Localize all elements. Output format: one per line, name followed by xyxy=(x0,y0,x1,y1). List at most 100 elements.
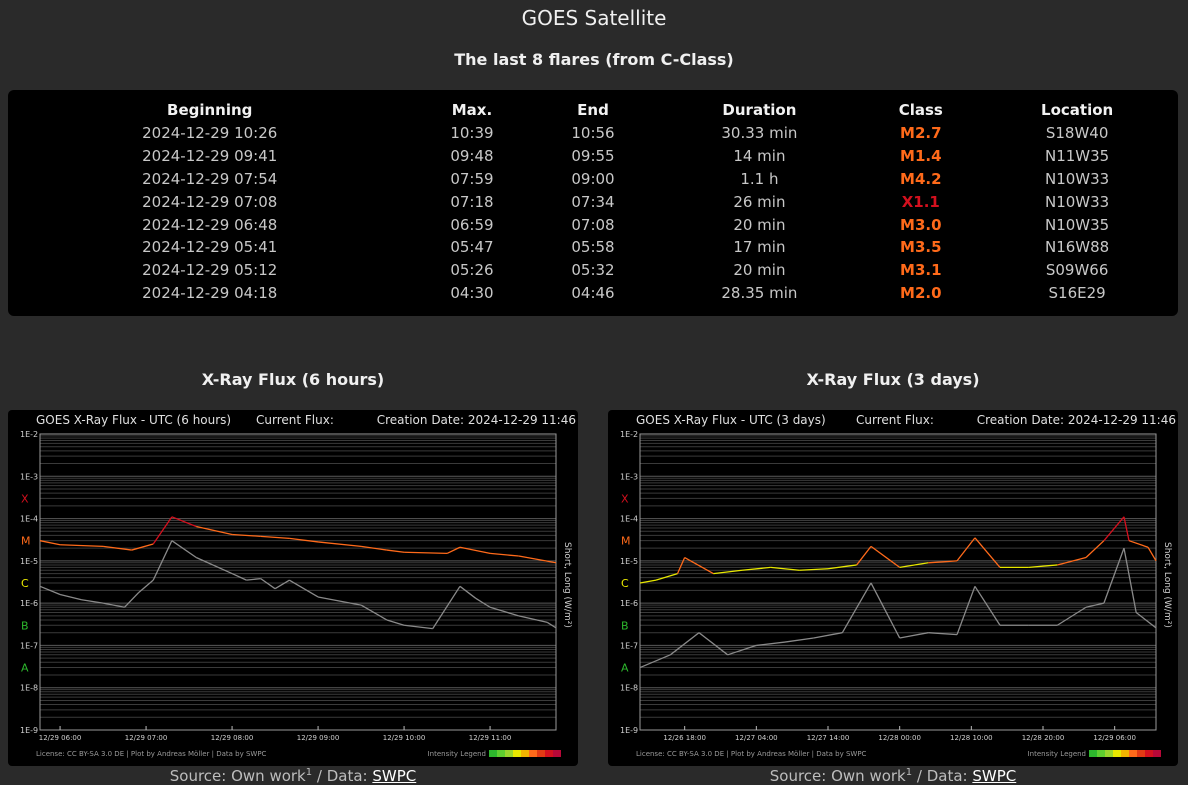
series-segment xyxy=(1135,612,1157,629)
cell-end: 07:08 xyxy=(571,215,615,234)
series-long xyxy=(39,516,557,564)
cell-max: 05:26 xyxy=(450,261,494,280)
legend-swatch xyxy=(1121,750,1129,757)
header-duration: Duration xyxy=(722,101,797,119)
source-3d: Source: Own work1 / Data: SWPC xyxy=(608,767,1178,785)
series-segment xyxy=(799,568,829,571)
series-segment xyxy=(1103,547,1125,604)
y-tick-label: 1E-2 xyxy=(20,430,38,439)
table-row: 2024-12-29 07:54 07:59 09:00 1.1 h M4.2 … xyxy=(8,168,1178,191)
class-label-m: M xyxy=(21,535,31,548)
cell-end: 09:55 xyxy=(571,147,615,166)
intensity-legend-label: Intensity Legend xyxy=(428,750,486,758)
cell-duration: 1.1 h xyxy=(740,169,779,188)
x-tick-label: 12/29 09:00 xyxy=(297,734,340,742)
swpc-link[interactable]: SWPC xyxy=(972,767,1017,785)
chart-footer: License: CC BY-SA 3.0 DE | Plot by Andre… xyxy=(36,750,267,758)
table-row: 2024-12-29 09:41 09:48 09:55 14 min M1.4… xyxy=(8,145,1178,168)
x-tick-label: 12/28 20:00 xyxy=(1022,734,1065,742)
xray-chart-6h-svg: GOES X-Ray Flux - UTC (6 hours) Current F… xyxy=(20,413,576,758)
series-segment xyxy=(39,585,61,596)
grid-lines xyxy=(40,433,556,731)
class-label-x: X xyxy=(21,492,29,505)
series-segment xyxy=(1057,556,1087,566)
x-tick-label: 12/29 08:00 xyxy=(211,734,254,742)
table-row: 2024-12-29 05:41 05:47 05:58 17 min M3.5… xyxy=(8,236,1178,259)
cell-max: 04:30 xyxy=(450,283,494,302)
cell-duration: 20 min xyxy=(733,261,786,280)
class-label-a: A xyxy=(21,662,29,675)
cell-max: 06:59 xyxy=(450,215,494,234)
legend-swatch xyxy=(529,750,537,757)
creation-date: Creation Date: 2024-12-29 11:46 xyxy=(377,413,576,427)
intensity-legend xyxy=(489,750,561,757)
series-segment xyxy=(459,585,477,599)
series-segment xyxy=(152,516,173,545)
source-middle: / Data: xyxy=(312,767,373,785)
cell-end: 07:34 xyxy=(571,192,615,211)
cell-beginning: 2024-12-29 05:12 xyxy=(142,261,278,280)
x-tick-label: 12/27 14:00 xyxy=(807,734,850,742)
legend-swatch xyxy=(513,750,521,757)
series-segment xyxy=(669,632,700,656)
source-6h: Source: Own work1 / Data: SWPC xyxy=(8,767,578,785)
cell-end: 05:32 xyxy=(571,261,615,280)
y-tick-label: 1E-2 xyxy=(620,430,638,439)
cell-beginning: 2024-12-29 04:18 xyxy=(142,283,278,302)
table-row: 2024-12-29 06:48 06:59 07:08 20 min M3.0… xyxy=(8,213,1178,236)
series-segment xyxy=(841,582,872,634)
cell-end: 09:00 xyxy=(571,169,615,188)
series-segment xyxy=(318,541,362,548)
series-short xyxy=(39,540,557,630)
series-segment xyxy=(756,641,786,647)
y-tick-label: 1E-8 xyxy=(620,684,638,693)
series-segment xyxy=(727,644,757,656)
series-segment xyxy=(684,556,714,575)
table-row: 2024-12-29 05:12 05:26 05:32 20 min M3.1… xyxy=(8,259,1178,282)
series-segment xyxy=(1123,548,1137,613)
cell-location: S18W40 xyxy=(1045,124,1109,143)
y-tick-label: 1E-4 xyxy=(20,515,38,524)
cell-class: M3.0 xyxy=(900,215,942,234)
series-segment xyxy=(404,551,448,555)
legend-swatch xyxy=(545,750,553,757)
header-location: Location xyxy=(1041,101,1114,119)
series-segment xyxy=(102,545,132,551)
y-tick-label: 1E-5 xyxy=(20,557,38,566)
x-tick-label: 12/29 06:00 xyxy=(1093,734,1136,742)
series-segment xyxy=(386,619,405,626)
xray-chart-6h[interactable]: GOES X-Ray Flux - UTC (6 hours) Current F… xyxy=(8,410,578,766)
legend-swatch xyxy=(1153,750,1161,757)
legend-swatch xyxy=(1145,750,1153,757)
cell-duration: 26 min xyxy=(733,192,786,211)
cell-class: M1.4 xyxy=(900,147,942,166)
series-segment xyxy=(232,533,261,537)
series-segment xyxy=(289,579,319,598)
cell-class: M4.2 xyxy=(900,169,942,188)
series-short xyxy=(639,547,1157,669)
class-label-m: M xyxy=(621,535,631,548)
series-segment xyxy=(195,556,233,575)
xray-chart-3d-svg: GOES X-Ray Flux - UTC (3 days) Current Fl… xyxy=(620,413,1176,758)
cell-class: M2.7 xyxy=(900,124,942,143)
current-flux-label: Current Flux: xyxy=(856,413,934,427)
series-segment xyxy=(1085,540,1105,558)
y-tick-label: 1E-6 xyxy=(620,599,638,608)
series-segment xyxy=(131,543,154,551)
x-tick-label: 12/29 06:00 xyxy=(39,734,82,742)
series-segment xyxy=(956,586,976,635)
series-segment xyxy=(1147,546,1157,562)
legend-swatch xyxy=(505,750,513,757)
cell-max: 09:48 xyxy=(450,147,494,166)
legend-swatch xyxy=(497,750,505,757)
series-segment xyxy=(698,632,729,656)
header-max: Max. xyxy=(451,101,493,119)
xray-chart-3d[interactable]: GOES X-Ray Flux - UTC (3 days) Current Fl… xyxy=(608,410,1178,766)
six-hours-title: X-Ray Flux (6 hours) xyxy=(201,370,385,389)
y-tick-label: 1E-3 xyxy=(20,472,38,481)
series-segment xyxy=(956,537,976,562)
legend-swatch xyxy=(1129,750,1137,757)
swpc-link[interactable]: SWPC xyxy=(372,767,417,785)
header-class: Class xyxy=(898,101,943,119)
cell-location: N10W35 xyxy=(1045,215,1110,234)
